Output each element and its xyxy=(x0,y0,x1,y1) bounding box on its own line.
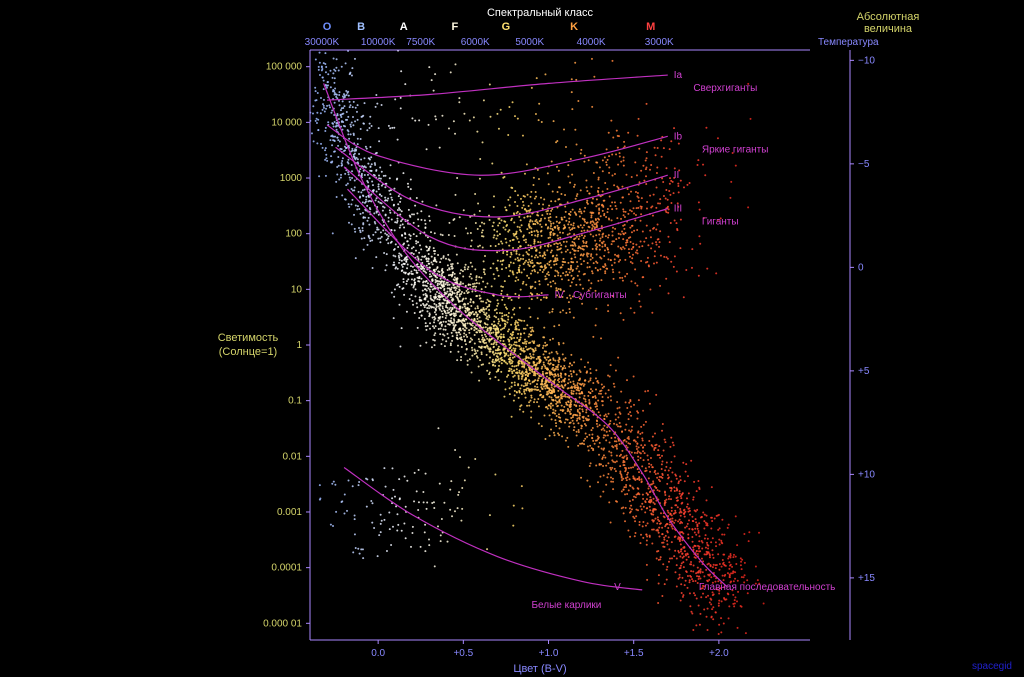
lum-curve-wd xyxy=(344,467,642,589)
lum-curve-V xyxy=(324,83,728,587)
axes: 100 00010 00010001001010.10.010.0010.000… xyxy=(218,7,1012,675)
hr-diagram-container: { "canvas": { "width": 1024, "height": 6… xyxy=(0,0,1024,677)
lum-curve-Ib xyxy=(327,125,668,175)
hr-diagram-svg: IaСверхгигантыIbЯркие гигантыIIIIIГигант… xyxy=(0,0,1024,677)
luminosity-curves: IaСверхгигантыIbЯркие гигантыIIIIIГигант… xyxy=(324,70,836,611)
lum-curve-Ia xyxy=(327,75,668,100)
scatter-layer xyxy=(309,50,764,635)
